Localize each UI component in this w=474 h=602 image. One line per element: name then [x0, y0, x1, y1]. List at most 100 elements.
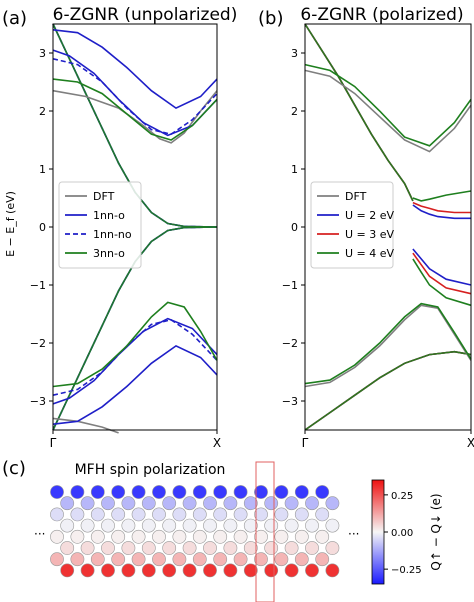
- panel-a: (a) 6-ZGNR (unpolarized) E − E_f (eV) −3…: [2, 5, 237, 450]
- band-line: [412, 252, 472, 295]
- legend-box: [310, 181, 394, 269]
- band-line: [52, 89, 218, 144]
- lattice-site: [233, 485, 248, 499]
- lattice-site: [141, 518, 156, 533]
- band-line: [52, 318, 218, 396]
- lattice-site: [152, 507, 166, 522]
- lattice-site: [203, 518, 217, 533]
- x-tick-label: Γ: [50, 436, 57, 450]
- lattice-site: [294, 529, 309, 544]
- y-tick-label: −3: [282, 395, 298, 408]
- legend-label: U = 2 eV: [345, 209, 395, 222]
- lattice-site: [131, 552, 146, 567]
- lattice: [50, 485, 340, 578]
- lattice-site: [254, 507, 268, 522]
- legend-label: 1nn-no: [93, 228, 132, 241]
- lattice-site: [315, 485, 330, 499]
- lattice-site: [162, 563, 177, 578]
- lattice-site: [315, 529, 330, 544]
- band-line: [52, 78, 218, 141]
- ticks-b: −3 −2 −1 0 1 2 3 Γ X: [282, 47, 474, 450]
- lattice-site: [121, 541, 136, 555]
- y-tick-label: −2: [30, 337, 46, 350]
- lattice-site: [50, 507, 64, 522]
- lattice-site: [192, 552, 207, 567]
- lattice-site: [182, 496, 197, 511]
- lattice-site: [284, 563, 299, 578]
- ellipsis-left: ···: [34, 527, 45, 541]
- lattice-site: [243, 563, 258, 578]
- y-tick-label: 2: [39, 105, 46, 118]
- lattice-site: [70, 552, 85, 567]
- lattice-site: [80, 541, 95, 555]
- lattice-site: [172, 529, 187, 544]
- band-line: [412, 201, 471, 214]
- lattice-site: [325, 541, 340, 555]
- lattice-site: [223, 563, 238, 578]
- band-line: [52, 301, 218, 388]
- shared-band-2-1: [304, 350, 472, 431]
- lattice-site: [264, 563, 279, 578]
- lattice-site: [141, 496, 156, 511]
- lattice-site: [192, 507, 207, 522]
- lattice-site: [254, 529, 268, 544]
- lattice-site: [203, 541, 217, 555]
- lattice-site: [305, 541, 319, 555]
- lattice-site: [233, 529, 248, 544]
- lattice-site: [325, 518, 340, 533]
- y-tick-label: −1: [282, 279, 298, 292]
- band-line: [304, 304, 472, 388]
- lattice-site: [121, 518, 136, 533]
- lattice-site: [50, 529, 64, 544]
- unit-cell-highlight: [255, 461, 275, 602]
- lattice-site: [60, 496, 75, 511]
- band-line: [304, 302, 472, 385]
- lattice-site: [305, 563, 319, 578]
- lattice-site: [223, 496, 238, 511]
- y-tick-label: 3: [291, 47, 298, 60]
- lattice-site: [80, 496, 95, 511]
- lattice-site: [294, 507, 309, 522]
- x-tick-label: Γ: [302, 436, 309, 450]
- shared-band-3-1: [304, 350, 472, 431]
- lattice-site: [111, 529, 126, 544]
- legend-b: DFT U = 2 eV U = 3 eV U = 4 eV: [310, 181, 395, 269]
- shared-band-0-1: [304, 350, 472, 431]
- lattice-site: [182, 541, 197, 555]
- band-line: [304, 69, 472, 153]
- lattice-site: [101, 496, 115, 511]
- x-tick-label: X: [467, 436, 474, 450]
- lattice-site: [131, 529, 146, 544]
- band-line: [412, 258, 472, 307]
- lattice-site: [192, 529, 207, 544]
- lattice-site: [305, 496, 319, 511]
- band-line: [304, 63, 472, 147]
- y-tick-label: 1: [291, 163, 298, 176]
- lattice-site: [274, 552, 289, 567]
- colorbar-tick-label: 0.25: [391, 491, 413, 502]
- band-line: [52, 58, 218, 136]
- panel-title-a: 6-ZGNR (unpolarized): [53, 5, 238, 25]
- lattice-site: [60, 563, 75, 578]
- panel-label-c: (c): [2, 458, 26, 479]
- lattice-site: [315, 552, 330, 567]
- lattice-site: [101, 563, 115, 578]
- lattice-site: [284, 541, 299, 555]
- colorbar-ticks: 0.25 0.00 −0.25: [384, 491, 422, 576]
- lattice-site: [243, 518, 258, 533]
- legend-label: 3nn-o: [93, 247, 125, 260]
- legend-label: DFT: [345, 190, 367, 203]
- lattice-site: [203, 496, 217, 511]
- lattice-site: [213, 485, 228, 499]
- y-tick-label: 3: [39, 47, 46, 60]
- colorbar: [371, 479, 385, 585]
- lattice-site: [243, 496, 258, 511]
- band-line: [412, 248, 472, 286]
- lattice-site: [131, 507, 146, 522]
- legend-label: U = 4 eV: [345, 247, 395, 260]
- lattice-site: [264, 496, 279, 511]
- lattice-site: [70, 485, 85, 499]
- lattice-site: [111, 485, 126, 499]
- y-tick-label: −3: [30, 395, 46, 408]
- y-tick-label: −2: [282, 337, 298, 350]
